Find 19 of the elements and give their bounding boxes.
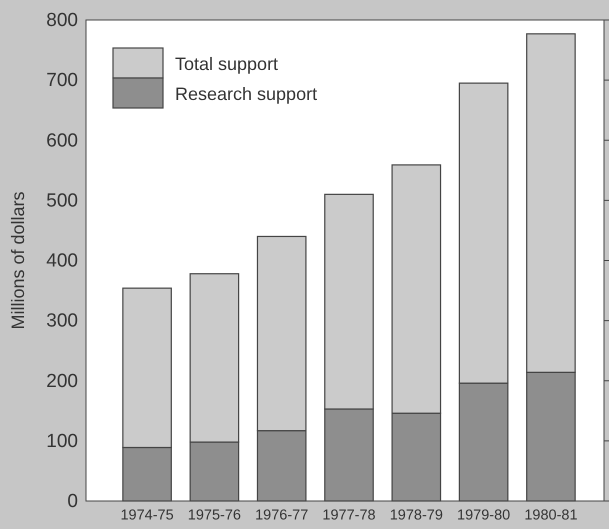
y-tick-label: 400 [46, 250, 78, 272]
x-tick-label: 1975-76 [188, 507, 241, 524]
y-tick-label: 800 [46, 10, 78, 32]
y-tick-label: 100 [46, 430, 78, 452]
y-tick-label: 200 [46, 370, 78, 392]
x-tick-label: 1979-80 [457, 507, 510, 524]
x-tick-label: 1977-78 [322, 507, 376, 524]
legend-label: Total support [175, 54, 278, 74]
legend-label: Research support [175, 84, 318, 104]
x-tick-label: 1980-81 [524, 507, 578, 524]
x-tick-label: 1978-79 [390, 507, 443, 524]
y-tick-label: 500 [46, 190, 78, 212]
x-tick-label: 1974-75 [120, 507, 174, 524]
y-tick-label: 700 [46, 70, 78, 92]
y-tick-label: 300 [46, 310, 78, 332]
x-tick-label: 1976-77 [255, 507, 308, 524]
y-tick-label: 0 [67, 491, 78, 512]
y-axis-title: Millions of dollars [8, 191, 28, 330]
y-tick-label: 600 [46, 130, 78, 152]
